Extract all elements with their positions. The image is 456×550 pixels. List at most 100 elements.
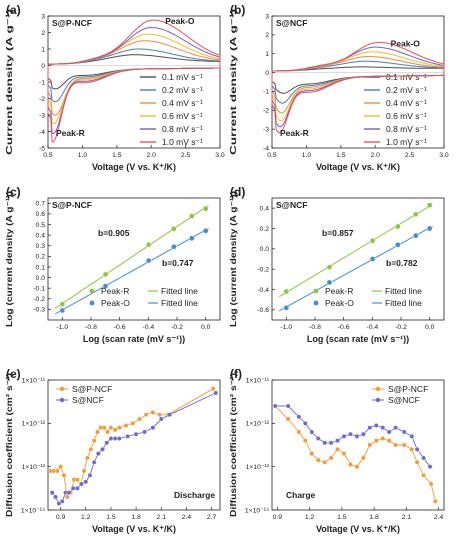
y-tick-label: 1×10⁻¹³ [246,464,270,471]
x-tick-label: -1.0 [280,324,292,331]
data-point [74,477,80,483]
y-tick-label: 0.5 [36,222,46,229]
data-point [285,416,291,422]
y-tick-label: 3 [41,13,45,20]
y-tick-label: -0.1 [33,285,45,292]
data-point [213,390,219,396]
data-point [66,490,72,496]
data-point [170,225,177,232]
data-point [100,446,105,452]
y-tick-label: 2 [41,30,45,37]
data-point [315,436,321,441]
panel-letter: (d) [230,185,245,199]
legend-marker [89,288,95,294]
x-tick-label: 1.2 [81,514,91,521]
data-point [101,425,107,431]
x-tick-label: 1.5 [112,152,122,159]
x-tick-label: 1.0 [78,152,88,159]
legend-label: 1.0 mV s⁻¹ [386,137,427,147]
legend-label: 0.2 mV s⁻¹ [162,85,203,95]
data-point [302,420,308,426]
data-point [145,257,152,264]
y-tick-label: 1 [265,51,269,58]
x-axis-label: Log (scan rate (mV s⁻¹)) [83,334,185,344]
data-point [414,459,420,465]
y-tick-label: 0.2 [36,254,46,261]
x-tick-label: 1.8 [131,514,141,521]
panel-f: (f)Diffusion coefficient (cm² s⁻¹) Voltag… [228,367,445,534]
x-tick-label: 2.5 [405,152,415,159]
data-point [285,403,291,409]
data-point [145,241,152,248]
data-point [150,425,156,431]
legend-label: 0.8 mV s⁻¹ [386,124,427,134]
data-point [283,288,290,295]
data-point [367,442,373,448]
data-point [341,433,347,439]
legend-label: 1.0 mV s⁻¹ [162,137,203,147]
data-point [137,416,142,422]
data-point [427,464,433,470]
data-point [328,440,334,446]
x-tick-label: 3.0 [215,152,225,159]
y-tick-label: 1 [41,46,45,53]
data-point [59,301,66,307]
legend-label: 0.1 mV s⁻¹ [162,72,203,82]
x-tick-label: -0.4 [142,324,154,331]
fitted-line [278,225,433,312]
y-tick-label: -3 [263,126,269,133]
legend-label: 0.8 mV s⁻¹ [162,124,203,134]
legend-label: Peak-R [101,286,129,296]
data-point [386,429,392,435]
legend-label: S@P-NCF [72,384,112,394]
annotation-peak-r: Peak-R [56,128,85,138]
cv-curve [271,41,445,134]
x-axis-label: Log (scan rate (mV s⁻¹)) [307,334,409,344]
x-tick-label: 2.7 [207,514,217,521]
panel-letter: (a) [6,3,21,17]
data-point [348,462,353,467]
data-point [335,446,340,452]
annotation-peak-r: Peak-R [280,128,309,138]
x-tick-label: -0.6 [338,324,350,331]
fitted-line [54,205,209,309]
data-point [380,425,386,431]
data-point [309,429,315,435]
x-tick-label: 1.5 [337,514,347,521]
x-tick-label: 2.0 [146,152,156,159]
x-tick-label: 2.1 [402,514,412,521]
data-point [373,423,379,428]
x-tick-label: -0.2 [171,324,183,331]
legend-marker [313,300,319,306]
x-tick-label: 1.5 [336,152,346,159]
x-tick-label: 0.9 [273,514,283,521]
x-tick-label: 2.4 [182,514,192,521]
data-point [105,429,110,435]
data-point [116,436,122,441]
data-point [104,440,110,446]
x-axis-label: Voltage (V vs. K⁺/K) [92,162,176,172]
fitted-line [278,204,433,298]
y-tick-label: 0.3 [36,243,46,250]
x-tick-label: -0.4 [366,324,378,331]
data-point [130,420,136,426]
data-point [158,416,164,422]
plot-frame [47,197,221,321]
x-tick-label: 0.5 [267,152,277,159]
y-tick-label: -0.6 [257,307,269,314]
panel-c: (c)Log (current density (A g⁻¹)) Log (sca… [4,185,221,344]
legend-label: Fitted line [161,286,198,296]
y-tick-label: -0.4 [257,287,269,294]
panel-e: (e)Diffusion coefficient (cm² s⁻¹) Voltag… [4,367,221,534]
data-point [59,498,65,504]
legend-label: Peak-O [325,298,354,308]
data-point [112,436,118,441]
data-point [348,431,353,437]
data-point [202,205,209,212]
data-point [341,451,347,457]
data-point [91,459,97,465]
y-tick-label: -0.2 [33,296,45,303]
data-point [326,279,333,286]
data-point [79,481,84,487]
x-tick-label: -0.2 [395,324,407,331]
